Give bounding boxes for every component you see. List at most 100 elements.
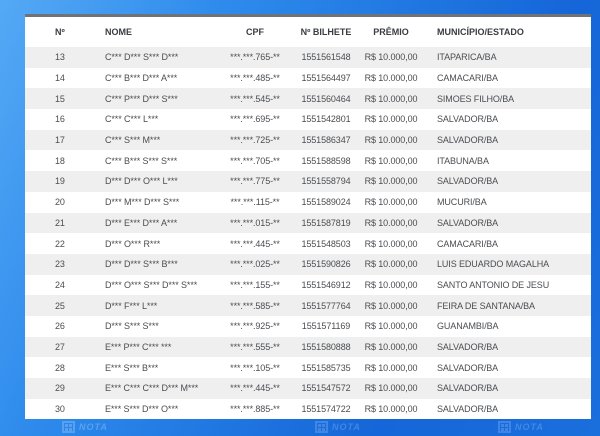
qr-code-icon (62, 421, 75, 433)
cell-premio: R$ 10.000,00 (357, 150, 425, 172)
cell-nome: D*** M*** D*** S*** (97, 191, 215, 213)
cell-bilhete: 1551587819 (295, 212, 357, 234)
cell-municipio: LUIS EDUARDO MAGALHA (425, 253, 591, 275)
cell-bilhete: 1551586347 (295, 129, 357, 151)
cell-bilhete: 1551548503 (295, 233, 357, 254)
cell-municipio: SALVADOR/BA (425, 109, 591, 130)
cell-bilhete: 1551547572 (295, 378, 357, 399)
cell-cpf: ***.***.765-** (215, 47, 295, 68)
cell-premio: R$ 10.000,00 (357, 129, 425, 151)
cell-num: 21 (25, 212, 97, 234)
cell-num: 16 (25, 109, 97, 130)
cell-nome: E*** P*** C*** *** (97, 336, 215, 358)
cell-municipio: SALVADOR/BA (425, 336, 591, 358)
cell-premio: R$ 10.000,00 (357, 253, 425, 275)
cell-premio: R$ 10.000,00 (357, 88, 425, 110)
cell-bilhete: 1551580888 (295, 336, 357, 358)
cell-municipio: SALVADOR/BA (425, 129, 591, 151)
cell-cpf: ***.***.585-** (215, 295, 295, 316)
cell-municipio: ITABUNA/BA (425, 150, 591, 172)
cell-nome: C*** B*** D*** A*** (97, 67, 215, 89)
cell-nome: D*** F*** L*** (97, 295, 215, 316)
table-row: 29 E*** C*** C*** D*** M*** ***.***.445-… (25, 378, 591, 399)
table-row: 30 E*** S*** D*** O*** ***.***.885-** 15… (25, 398, 591, 419)
cell-num: 24 (25, 274, 97, 296)
cell-nome: D*** S*** S*** (97, 315, 215, 337)
watermark-group: NOTA (315, 421, 361, 433)
col-header-bilhete: Nº BILHETE (295, 17, 357, 47)
table-row: 18 C*** B*** S*** S*** ***.***.705-** 15… (25, 150, 591, 172)
cell-nome: C*** S*** M*** (97, 129, 215, 151)
cell-premio: R$ 10.000,00 (357, 212, 425, 234)
cell-nome: D*** D*** S*** B*** (97, 253, 215, 275)
cell-cpf: ***.***.445-** (215, 233, 295, 254)
table-row: 21 D*** E*** D*** A*** ***.***.015-** 15… (25, 212, 591, 234)
cell-bilhete: 1551589024 (295, 191, 357, 213)
cell-premio: R$ 10.000,00 (357, 274, 425, 296)
cell-nome: C*** C*** L*** (97, 109, 215, 130)
watermark-label: NOTA (515, 422, 544, 432)
cell-num: 14 (25, 67, 97, 89)
cell-cpf: ***.***.545-** (215, 88, 295, 110)
cell-nome: C*** B*** S*** S*** (97, 150, 215, 172)
cell-bilhete: 1551558794 (295, 171, 357, 192)
cell-premio: R$ 10.000,00 (357, 315, 425, 337)
cell-nome: D*** O*** S*** D*** S*** (97, 274, 215, 296)
cell-num: 26 (25, 315, 97, 337)
cell-premio: R$ 10.000,00 (357, 336, 425, 358)
table-row: 16 C*** C*** L*** ***.***.695-** 1551542… (25, 109, 591, 130)
col-header-nome: NOME (97, 17, 215, 47)
cell-premio: R$ 10.000,00 (357, 109, 425, 130)
cell-cpf: ***.***.775-** (215, 171, 295, 192)
cell-cpf: ***.***.725-** (215, 129, 295, 151)
cell-num: 17 (25, 129, 97, 151)
cell-bilhete: 1551546912 (295, 274, 357, 296)
cell-num: 27 (25, 336, 97, 358)
cell-municipio: SIMOES FILHO/BA (425, 88, 591, 110)
cell-municipio: SALVADOR/BA (425, 212, 591, 234)
cell-nome: D*** O*** R*** (97, 233, 215, 254)
cell-cpf: ***.***.115-** (215, 191, 295, 213)
cell-num: 22 (25, 233, 97, 254)
cell-premio: R$ 10.000,00 (357, 67, 425, 89)
cell-cpf: ***.***.485-** (215, 67, 295, 89)
cell-bilhete: 1551560464 (295, 88, 357, 110)
table-row: 20 D*** M*** D*** S*** ***.***.115-** 15… (25, 191, 591, 213)
cell-cpf: ***.***.705-** (215, 150, 295, 172)
col-header-cpf: CPF (215, 17, 295, 47)
col-header-num: Nº (25, 17, 97, 47)
watermark-group: NOTA (62, 421, 108, 433)
col-header-premio: PRÊMIO (357, 17, 425, 47)
cell-num: 28 (25, 357, 97, 378)
table-row: 19 D*** D*** O*** L*** ***.***.775-** 15… (25, 171, 591, 192)
cell-bilhete: 1551542801 (295, 109, 357, 130)
cell-bilhete: 1551564497 (295, 67, 357, 89)
cell-cpf: ***.***.885-** (215, 398, 295, 419)
watermark-group: NOTA (498, 421, 544, 433)
cell-cpf: ***.***.555-** (215, 336, 295, 358)
table-header-row: Nº NOME CPF Nº BILHETE PRÊMIO MUNICÍPIO/… (25, 17, 591, 47)
cell-municipio: SALVADOR/BA (425, 171, 591, 192)
cell-bilhete: 1551574722 (295, 398, 357, 419)
cell-municipio: CAMACARI/BA (425, 67, 591, 89)
qr-code-icon (498, 421, 511, 433)
cell-cpf: ***.***.015-** (215, 212, 295, 234)
cell-municipio: GUANAMBI/BA (425, 315, 591, 337)
cell-premio: R$ 10.000,00 (357, 233, 425, 254)
cell-bilhete: 1551571169 (295, 315, 357, 337)
bottom-watermark-band: NOTA NOTA NOTA (0, 419, 600, 436)
cell-bilhete: 1551588598 (295, 150, 357, 172)
cell-premio: R$ 10.000,00 (357, 398, 425, 419)
cell-nome: E*** S*** D*** O*** (97, 398, 215, 419)
cell-bilhete: 1551577764 (295, 295, 357, 316)
cell-municipio: MUCURI/BA (425, 191, 591, 213)
table-row: 14 C*** B*** D*** A*** ***.***.485-** 15… (25, 67, 591, 89)
table-row: 25 D*** F*** L*** ***.***.585-** 1551577… (25, 295, 591, 316)
cell-num: 25 (25, 295, 97, 316)
cell-municipio: SANTO ANTONIO DE JESU (425, 274, 591, 296)
cell-premio: R$ 10.000,00 (357, 191, 425, 213)
cell-municipio: FEIRA DE SANTANA/BA (425, 295, 591, 316)
cell-premio: R$ 10.000,00 (357, 171, 425, 192)
cell-cpf: ***.***.445-** (215, 378, 295, 399)
